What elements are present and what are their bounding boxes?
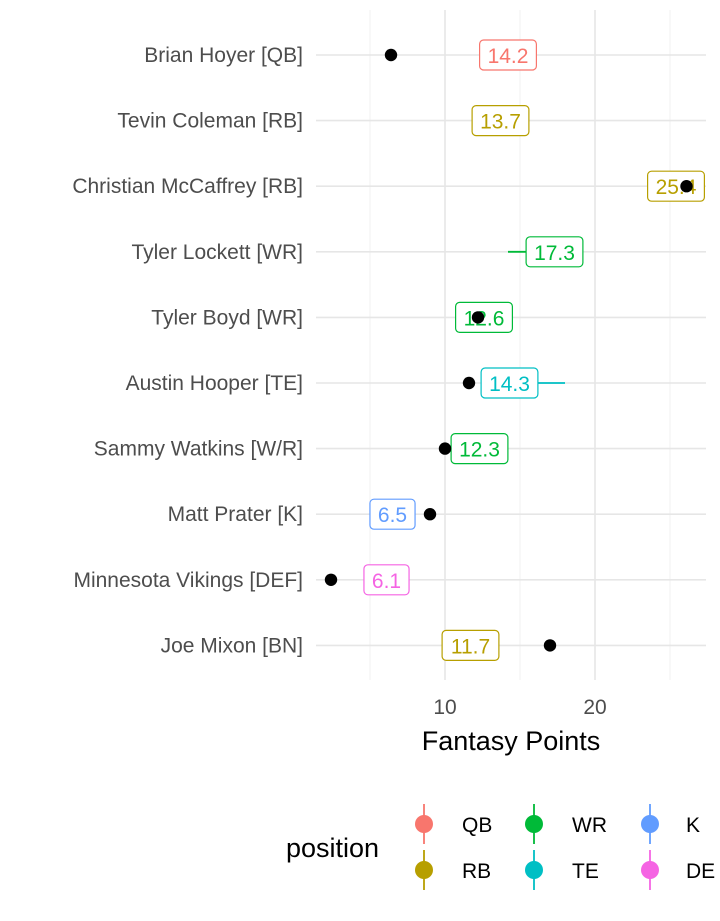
legend-title: position xyxy=(286,833,379,863)
projection-label-box xyxy=(369,498,416,530)
legend-label: RB xyxy=(462,860,491,883)
legend-key-point xyxy=(641,861,659,879)
legend-entry: DE xyxy=(641,850,715,890)
player-row: Tyler Lockett [WR] 17.3 xyxy=(131,236,584,268)
projection-label-box xyxy=(646,170,705,202)
player-name-label: Minnesota Vikings [DEF] xyxy=(73,569,303,592)
legend-label: WR xyxy=(572,814,607,837)
player-row: Sammy Watkins [W/R] 12.3 xyxy=(94,433,509,465)
x-tick-label: 10 xyxy=(433,696,456,719)
player-name-label: Austin Hooper [TE] xyxy=(126,372,303,395)
projection-label-box xyxy=(363,564,410,596)
x-axis: 10 20 xyxy=(433,696,606,719)
projection-label: 11.7 xyxy=(451,635,490,658)
player-row: Joe Mixon [BN] 11.7 xyxy=(161,629,557,662)
legend-entry: K xyxy=(641,804,700,844)
legend-label: QB xyxy=(462,814,492,837)
legend-label: TE xyxy=(572,860,599,883)
actual-point xyxy=(543,639,557,652)
projection-label-box xyxy=(480,367,539,399)
legend-key-point xyxy=(641,815,659,833)
projection-label: 13.7 xyxy=(480,111,521,134)
player-row: Minnesota Vikings [DEF] 6.1 xyxy=(73,564,410,596)
actual-point xyxy=(680,180,693,193)
projection-label-box xyxy=(479,39,538,71)
player-name-label: Matt Prater [K] xyxy=(168,503,303,526)
player-name-label: Tevin Coleman [RB] xyxy=(117,110,303,133)
actual-point xyxy=(471,311,485,324)
legend-key-point xyxy=(415,815,433,833)
player-row: Christian McCaffrey [RB] 25.4 xyxy=(72,170,705,202)
projection-label-box xyxy=(441,629,500,662)
actual-point xyxy=(324,573,338,586)
projection-label: 14.2 xyxy=(488,45,529,68)
projection-label: 17.3 xyxy=(534,242,575,265)
actual-point xyxy=(462,376,476,390)
legend-entry: RB xyxy=(415,850,491,890)
legend-entry: WR xyxy=(525,804,607,844)
legend-label: DE xyxy=(686,860,715,883)
legend-key-point xyxy=(525,815,543,833)
player-name-label: Brian Hoyer [QB] xyxy=(144,44,303,67)
projection-label-box xyxy=(525,236,584,268)
projection-label: 14.3 xyxy=(489,373,530,396)
player-name-label: Tyler Boyd [WR] xyxy=(151,306,303,329)
player-row: Brian Hoyer [QB] 14.2 xyxy=(144,39,538,71)
x-tick-label: 20 xyxy=(583,696,606,719)
player-row: Matt Prater [K] 6.5 xyxy=(168,498,437,530)
legend-entry: QB xyxy=(415,804,492,844)
actual-point xyxy=(384,48,398,62)
x-axis-title: Fantasy Points xyxy=(422,726,601,756)
player-name-label: Joe Mixon [BN] xyxy=(161,634,303,657)
actual-point xyxy=(438,442,452,455)
player-name-label: Tyler Lockett [WR] xyxy=(131,241,303,264)
player-row: Tevin Coleman [RB] 13.7 xyxy=(117,104,530,137)
legend-label: K xyxy=(686,814,700,837)
legend-entry: TE xyxy=(525,850,599,890)
legend-key-point xyxy=(415,861,433,879)
projection-label: 6.1 xyxy=(372,570,401,593)
legend: position QB RB WR TE K DE xyxy=(286,804,715,890)
player-name-label: Christian McCaffrey [RB] xyxy=(72,175,303,198)
player-name-label: Sammy Watkins [W/R] xyxy=(94,438,303,461)
projection-label: 6.5 xyxy=(378,504,407,527)
projection-label: 12.3 xyxy=(459,439,500,462)
actual-point xyxy=(423,508,437,521)
player-rows: Brian Hoyer [QB] 14.2 Tevin Coleman [RB] 13… xyxy=(72,39,705,662)
player-row: Tyler Boyd [WR]12.6 xyxy=(151,301,514,333)
player-row: Austin Hooper [TE] 14.3 xyxy=(126,367,565,399)
projection-label-box xyxy=(471,104,530,137)
legend-key-point xyxy=(525,861,543,879)
